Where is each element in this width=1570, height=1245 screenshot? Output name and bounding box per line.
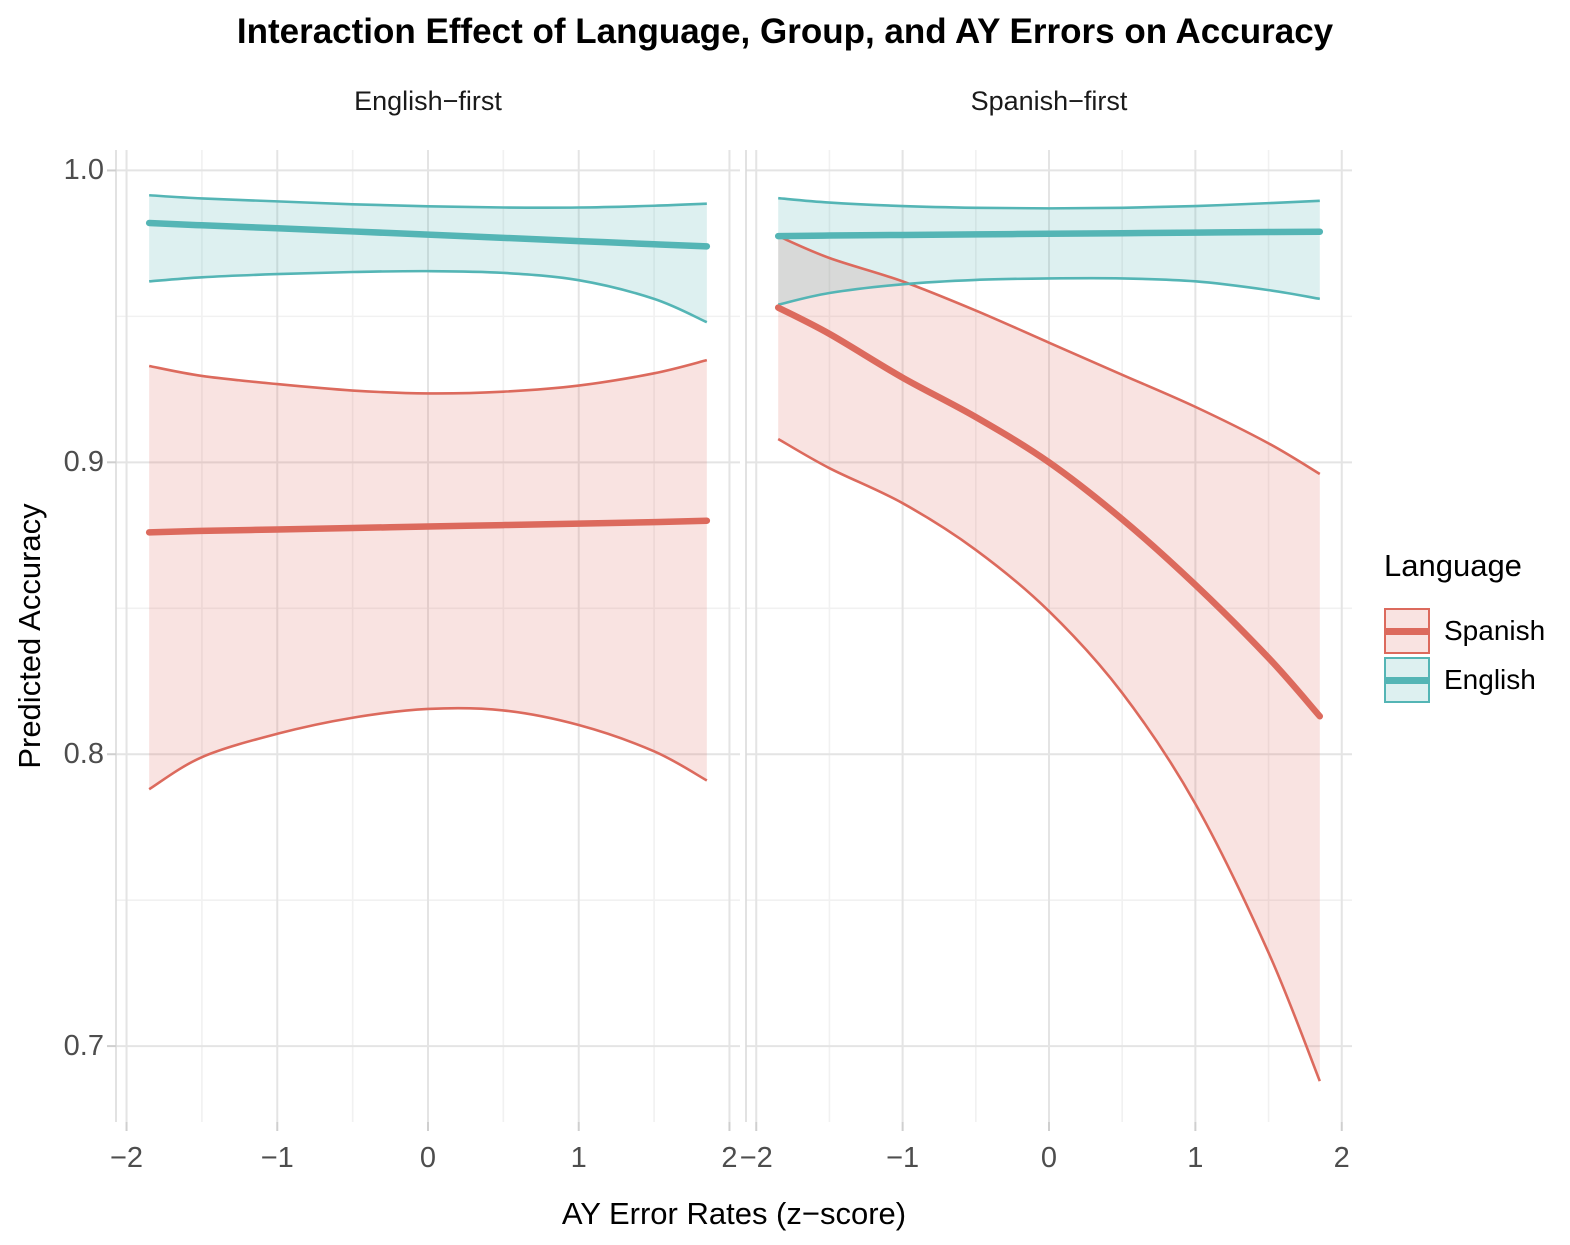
x-tick-label: 0 [1040, 1142, 1058, 1174]
spanish-line-key [1386, 627, 1428, 635]
y-axis-title: Predicted Accuracy [12, 503, 47, 769]
y-tick-label: 0.7 [63, 1030, 104, 1063]
spanish-ribbon-upper-edge [777, 234, 1321, 476]
spanish-ribbon-fill [149, 360, 707, 790]
legend-entry-english: English [1384, 657, 1545, 703]
spanish-ribbon-swatch [1384, 608, 1430, 654]
facet-panel-spanish-first [745, 150, 1352, 1131]
x-tick-label: −2 [739, 1142, 773, 1174]
english-ribbon-upper-edge [149, 193, 707, 209]
legend-label-english: English [1444, 664, 1536, 695]
english-line-key [1386, 676, 1428, 684]
major-gridlines [746, 150, 1352, 1122]
x-tick-label: 2 [1333, 1142, 1350, 1174]
x-tick-label: 2 [721, 1142, 738, 1174]
spanish-prediction-line [145, 517, 711, 536]
english-ribbon-lower-edge [777, 276, 1321, 306]
x-axis-title: AY Error Rates (z−score) [561, 1196, 907, 1231]
x-tick-label: 0 [419, 1142, 437, 1174]
facet-panel-english-first [107, 150, 740, 1131]
english-ribbon-fill [778, 198, 1320, 305]
x-tick-label: 1 [570, 1142, 587, 1174]
spanish-ribbon-fill [778, 236, 1320, 1082]
legend-entry-spanish: Spanish [1384, 608, 1545, 654]
legend: Language Spanish English [1384, 548, 1545, 706]
english-prediction-line [145, 219, 711, 250]
x-tick-label: 1 [1187, 1142, 1204, 1174]
spanish-ribbon-lower-edge [777, 437, 1322, 1082]
y-tick-label: 1.0 [63, 154, 104, 187]
english-ribbon-swatch [1384, 657, 1430, 703]
english-ribbon-lower-edge [149, 269, 708, 324]
x-tick-label: −2 [110, 1142, 144, 1174]
facet-strip-spanish-first: Spanish−first [970, 86, 1128, 116]
english-prediction-line [774, 228, 1324, 240]
legend-title: Language [1384, 548, 1522, 583]
legend-label-spanish: Spanish [1444, 615, 1546, 646]
english-ribbon-upper-edge [778, 196, 1320, 210]
x-tick-label: −1 [260, 1142, 294, 1174]
spanish-ribbon-lower-edge [148, 706, 708, 791]
x-tick-label: −1 [886, 1142, 920, 1174]
major-gridlines [116, 150, 740, 1122]
y-tick-label: 0.9 [63, 446, 104, 479]
spanish-ribbon-upper-edge [148, 358, 708, 395]
facet-strip-english-first: English−first [354, 86, 502, 116]
spanish-prediction-line [774, 304, 1324, 720]
y-tick-label: 0.8 [63, 738, 104, 771]
plot-title: Interaction Effect of Language, Group, a… [236, 12, 1334, 51]
